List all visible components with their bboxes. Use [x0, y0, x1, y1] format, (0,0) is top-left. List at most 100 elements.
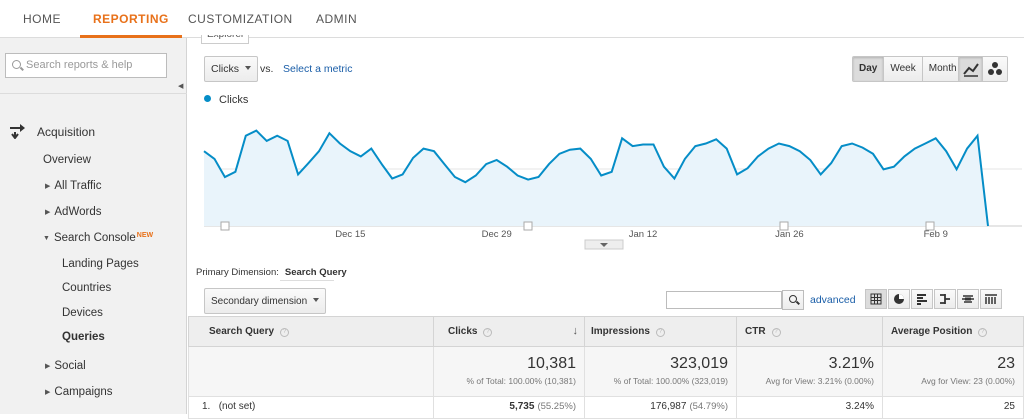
sidebar-item-social[interactable]: ▶ Social: [45, 360, 86, 372]
nav-admin[interactable]: ADMIN: [316, 12, 358, 26]
primary-dimension-value[interactable]: Search Query: [284, 267, 347, 278]
help-icon[interactable]: ?: [483, 328, 493, 337]
column-header-clicks[interactable]: Clicks? ↓: [433, 316, 585, 347]
header-label: Clicks: [448, 326, 478, 337]
collapse-triangle-icon: ▼: [43, 235, 50, 242]
cell-ctr: 3.24%: [736, 396, 883, 419]
legend-label: Clicks: [219, 94, 249, 106]
table-view-selector: [865, 289, 1003, 309]
motion-chart-button[interactable]: [983, 57, 1007, 81]
collapse-sidebar-icon[interactable]: ◀: [178, 83, 184, 90]
sidebar-item-countries[interactable]: Countries: [62, 282, 112, 294]
cell-query: 1. (not set): [188, 396, 434, 419]
comparison-icon: [940, 294, 950, 304]
primary-dimension-row: Primary Dimension: Search Query: [196, 267, 347, 278]
sidebar-item-queries[interactable]: Queries: [62, 331, 105, 343]
clicks-area: [204, 130, 988, 226]
select-a-metric-link[interactable]: Select a metric: [283, 63, 353, 75]
header-label: Impressions: [591, 326, 650, 337]
totals-cell-query: [188, 346, 434, 397]
performance-view-button[interactable]: [911, 289, 933, 309]
annotation-marker[interactable]: [925, 221, 935, 231]
help-icon[interactable]: ?: [280, 328, 290, 337]
column-header-search-query[interactable]: Search Query?: [188, 316, 434, 347]
sidebar-item-label: All Traffic: [54, 180, 102, 192]
sidebar-item-campaigns[interactable]: ▶ Campaigns: [45, 386, 113, 398]
period-week-button[interactable]: Week: [884, 57, 923, 81]
total-subtext: Avg for View: 23 (0.00%): [921, 376, 1015, 386]
sidebar-item-overview[interactable]: Overview: [43, 154, 91, 166]
row-query[interactable]: (not set): [218, 401, 256, 412]
line-chart-button[interactable]: [959, 57, 983, 81]
top-navigation-bar: HOME REPORTING CUSTOMIZATION ADMIN: [0, 0, 1024, 38]
total-subtext: % of Total: 100.00% (323,019): [613, 376, 728, 386]
comparison-view-button[interactable]: [934, 289, 956, 309]
primary-dimension-label: Primary Dimension:: [196, 267, 279, 278]
expand-triangle-icon: ▶: [45, 183, 51, 190]
table-row: 1. (not set) 5,735 (55.25%) 176,987 (54.79…: [188, 396, 1024, 419]
help-icon[interactable]: ?: [771, 328, 781, 337]
chart-expand-handle[interactable]: [584, 239, 624, 250]
column-header-average-position[interactable]: Average Position?: [882, 316, 1024, 347]
row-impressions-pct: (54.79%): [689, 401, 728, 412]
pivot-view-button[interactable]: [980, 289, 1002, 309]
legend-swatch: [204, 95, 211, 102]
annotation-marker[interactable]: [220, 221, 230, 231]
sidebar-divider: [0, 93, 187, 94]
total-value: 323,019: [670, 355, 728, 372]
sidebar-item-label: AdWords: [54, 206, 102, 218]
sidebar-item-label: Campaigns: [54, 386, 113, 398]
tab-explorer[interactable]: Explorer: [201, 35, 249, 44]
sidebar-item-landing-pages[interactable]: Landing Pages: [62, 258, 139, 270]
nav-customization[interactable]: CUSTOMIZATION: [188, 12, 293, 26]
sidebar-item-search-console[interactable]: ▼ Search ConsoleNEW: [43, 232, 153, 244]
nav-reporting[interactable]: REPORTING: [80, 0, 182, 38]
metric-select[interactable]: Clicks: [204, 56, 258, 82]
x-tick-label: Dec 15: [335, 229, 365, 240]
totals-cell-ctr: 3.21% Avg for View: 3.21% (0.00%): [736, 346, 883, 397]
x-tick-label: Jan 26: [775, 229, 804, 240]
period-selector: Day Week Month: [852, 56, 964, 82]
column-header-ctr[interactable]: CTR?: [736, 316, 883, 347]
clicks-chart: Dec 15 Dec 29 Jan 12 Jan 26 Feb 9: [203, 129, 1022, 250]
table-search-input[interactable]: [666, 291, 782, 309]
period-day-button[interactable]: Day: [853, 57, 885, 81]
sidebar: Search reports & help Acquisition Overvi…: [0, 38, 187, 414]
table-search-button[interactable]: [782, 290, 804, 310]
cell-clicks: 5,735 (55.25%): [433, 396, 585, 419]
annotation-marker[interactable]: [779, 221, 789, 231]
totals-row: 10,381 % of Total: 100.00% (10,381) 323,0…: [188, 346, 1024, 397]
total-subtext: % of Total: 100.00% (10,381): [466, 376, 576, 386]
help-icon[interactable]: ?: [655, 328, 665, 337]
bar-chart-icon: [917, 294, 927, 305]
header-label: Average Position: [891, 326, 973, 337]
main-content: Explorer Clicks vs. Select a metric Day …: [188, 35, 1024, 419]
header-label: CTR: [745, 326, 766, 337]
sidebar-item-all-traffic[interactable]: ▶ All Traffic: [45, 180, 101, 192]
advanced-filter-link[interactable]: advanced: [810, 294, 856, 306]
sidebar-item-devices[interactable]: Devices: [62, 307, 103, 319]
row-ctr: 3.24%: [845, 401, 874, 412]
annotation-marker[interactable]: [523, 221, 533, 231]
search-icon: [789, 295, 797, 303]
line-chart-icon: [963, 63, 979, 77]
sidebar-item-acquisition[interactable]: Acquisition: [37, 125, 96, 139]
dimension-underline: [280, 280, 334, 281]
nav-home[interactable]: HOME: [23, 12, 61, 26]
pie-view-button[interactable]: [888, 289, 910, 309]
row-impressions: 176,987: [650, 401, 687, 412]
total-value: 23: [997, 355, 1015, 372]
data-table-view-button[interactable]: [865, 289, 887, 309]
column-header-impressions[interactable]: Impressions?: [584, 316, 737, 347]
help-icon[interactable]: ?: [978, 328, 988, 337]
totals-cell-position: 23 Avg for View: 23 (0.00%): [882, 346, 1024, 397]
period-month-button[interactable]: Month: [922, 57, 963, 81]
metric-select-value: Clicks: [211, 63, 239, 75]
sidebar-item-adwords[interactable]: ▶ AdWords: [45, 206, 101, 218]
row-clicks-pct: (55.25%): [537, 401, 576, 412]
grid-icon: [870, 293, 882, 305]
term-cloud-view-button[interactable]: [957, 289, 979, 309]
search-reports-input[interactable]: Search reports & help: [5, 53, 167, 78]
secondary-dimension-select[interactable]: Secondary dimension: [204, 288, 327, 314]
total-value: 10,381: [527, 355, 576, 372]
